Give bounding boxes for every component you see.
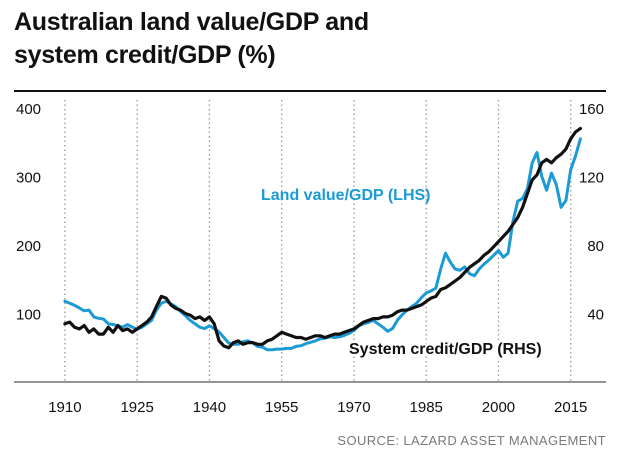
y-right-tick-label-80: 80 [587, 238, 604, 255]
y-right-tick-label-40: 40 [587, 307, 604, 324]
x-tick-label-1955: 1955 [265, 399, 298, 416]
y-right-tick-label-160: 160 [579, 101, 604, 118]
y-left-tick-label-300: 300 [16, 170, 41, 187]
x-tick-label-1925: 1925 [120, 399, 153, 416]
x-tick-label-2000: 2000 [482, 399, 515, 416]
y-right-tick-label-120: 120 [579, 170, 604, 187]
series-line-land-value [63, 137, 582, 352]
x-tick-label-1910: 1910 [48, 399, 81, 416]
y-left-tick-label-100: 100 [16, 307, 41, 324]
y-left-tick-label-400: 400 [16, 101, 41, 118]
x-tick-label-1940: 1940 [193, 399, 226, 416]
title-line-2: system credit/GDP (%) [14, 41, 276, 69]
title-line-1: Australian land value/GDP and [14, 8, 369, 36]
series-label-system-credit: System credit/GDP (RHS) [349, 341, 542, 358]
y-left-tick-label-200: 200 [16, 238, 41, 255]
chart-title: Australian land value/GDP and system cre… [14, 6, 604, 72]
x-tick-label-1985: 1985 [410, 399, 443, 416]
series-line-system-credit [63, 126, 583, 350]
series-label-land-value: Land value/GDP (LHS) [261, 187, 431, 204]
title-rule [14, 90, 606, 92]
x-tick-label-2015: 2015 [554, 399, 587, 416]
x-tick-label-1970: 1970 [337, 399, 370, 416]
source-note: SOURCE: LAZARD ASSET MANAGEMENT [337, 433, 606, 448]
